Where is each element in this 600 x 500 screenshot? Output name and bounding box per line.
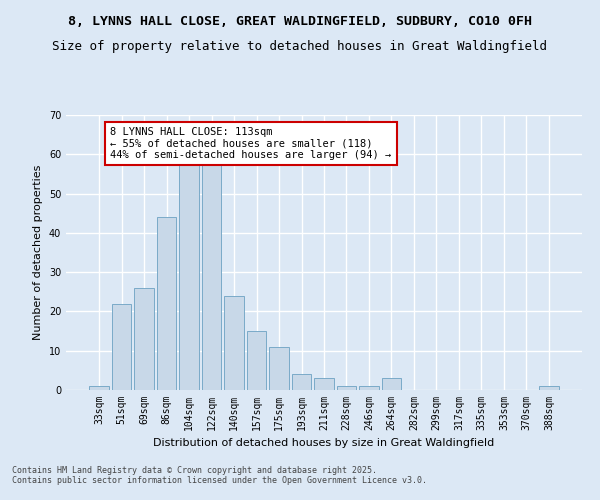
Bar	[89, 386, 109, 390]
Bar	[337, 386, 356, 390]
Bar	[134, 288, 154, 390]
Text: Size of property relative to detached houses in Great Waldingfield: Size of property relative to detached ho…	[53, 40, 548, 53]
Bar	[269, 347, 289, 390]
Bar	[539, 386, 559, 390]
Text: Contains HM Land Registry data © Crown copyright and database right 2025.
Contai: Contains HM Land Registry data © Crown c…	[12, 466, 427, 485]
Bar	[112, 304, 131, 390]
Bar	[359, 386, 379, 390]
Bar	[157, 217, 176, 390]
Text: 8, LYNNS HALL CLOSE, GREAT WALDINGFIELD, SUDBURY, CO10 0FH: 8, LYNNS HALL CLOSE, GREAT WALDINGFIELD,…	[68, 15, 532, 28]
Bar	[382, 378, 401, 390]
Bar	[224, 296, 244, 390]
X-axis label: Distribution of detached houses by size in Great Waldingfield: Distribution of detached houses by size …	[154, 438, 494, 448]
Text: 8 LYNNS HALL CLOSE: 113sqm
← 55% of detached houses are smaller (118)
44% of sem: 8 LYNNS HALL CLOSE: 113sqm ← 55% of deta…	[110, 127, 392, 160]
Bar	[314, 378, 334, 390]
Bar	[292, 374, 311, 390]
Bar	[179, 162, 199, 390]
Bar	[202, 162, 221, 390]
Y-axis label: Number of detached properties: Number of detached properties	[33, 165, 43, 340]
Bar	[247, 331, 266, 390]
